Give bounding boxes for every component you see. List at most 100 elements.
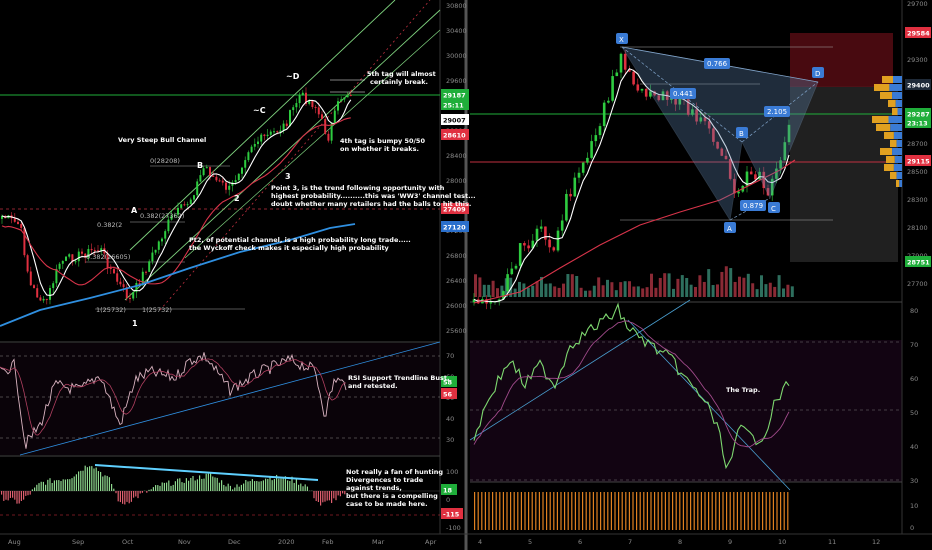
macd-bar [273, 479, 275, 491]
macd-bar [82, 470, 84, 491]
note-fourth-tag: 4th tag is bumpy 50/50 [340, 137, 425, 145]
indicator-bar [502, 492, 504, 530]
rsi-axis-label: 30 [446, 436, 454, 444]
rsi-axis-label: 40 [446, 415, 454, 423]
fib-label: 0.382(2 [97, 221, 122, 229]
macd-axis-label: 0 [446, 496, 450, 504]
macd-bar [23, 491, 25, 500]
macd-bar [243, 483, 245, 491]
candle [148, 261, 151, 272]
indicator-bar [776, 492, 778, 530]
note-fifth-tag: certainly break. [370, 78, 428, 86]
candle [49, 288, 51, 300]
volume-bar [760, 275, 763, 297]
volume-profile-bar [884, 132, 894, 139]
price-tag [441, 221, 469, 232]
macd-bar [75, 474, 77, 491]
volume-bar [685, 277, 689, 297]
candle [766, 188, 770, 196]
macd-bar [111, 483, 113, 491]
candle [263, 134, 266, 137]
macd-bar [34, 487, 36, 491]
candle [632, 71, 635, 85]
macd-bar [229, 485, 231, 491]
candle [678, 96, 682, 105]
fib-label: 1(25732) [142, 306, 172, 314]
rsi-tag-text: 58 [443, 379, 453, 387]
channel-line [184, 29, 441, 259]
macd-bar [300, 483, 302, 491]
projection-zone [790, 86, 898, 262]
channel-dashed-line [159, 0, 431, 311]
wave-label-c: ~C [253, 106, 266, 115]
indicator-bar [632, 492, 634, 530]
volume-bar [487, 284, 491, 297]
volume-bar [623, 281, 627, 297]
note-divergence: against trends, [346, 484, 402, 492]
fib-label: 1(25732) [96, 306, 126, 314]
note-channel: Very Steep Bull Channel [118, 136, 206, 144]
rsi-axis-label: 40 [910, 443, 918, 451]
candle [180, 204, 183, 208]
candle [305, 92, 307, 104]
candle [552, 247, 556, 251]
macd-bar [51, 482, 53, 491]
candle [154, 249, 157, 253]
macd-bar [245, 480, 247, 491]
volume-bar [509, 277, 513, 297]
volume-bar [716, 284, 719, 297]
candle [129, 298, 131, 300]
indicator-bar [686, 492, 688, 530]
macd-bar [260, 481, 262, 491]
macd-bar [265, 478, 267, 491]
candle [728, 159, 732, 179]
candle [779, 160, 782, 169]
indicator-bar [528, 492, 530, 530]
candle [544, 226, 547, 240]
indicator-bar [492, 492, 494, 530]
indicator-bar [495, 492, 497, 530]
candle [349, 95, 352, 97]
indicator-bar [517, 492, 519, 530]
time-axis-label: 8 [678, 538, 682, 546]
pattern-ratio-marker [704, 58, 730, 69]
candle [253, 144, 256, 147]
candle [237, 173, 240, 181]
macd-bar [100, 471, 102, 491]
volume-bar [636, 286, 640, 297]
macd-bar [1, 491, 3, 495]
macd-bar [3, 491, 5, 501]
indicator-bar [700, 492, 702, 530]
rsi-axis-label: 60 [910, 375, 918, 383]
candle [337, 101, 339, 111]
price-tag [441, 114, 469, 125]
macd-bar [126, 491, 128, 502]
volume-bar [518, 281, 521, 297]
macd-bar [236, 484, 238, 491]
macd-bar [119, 491, 121, 503]
volume-bar [579, 287, 583, 297]
candle [221, 180, 224, 183]
volume-profile-bar [880, 148, 893, 155]
candle [116, 273, 119, 282]
volume-bar [496, 288, 499, 297]
indicator-bar [621, 492, 623, 530]
price-tag-text: 23:13 [907, 120, 928, 128]
macd-bar [199, 475, 201, 491]
volume-profile-bar [880, 92, 893, 99]
indicator-bar [718, 492, 720, 530]
macd-bar [78, 471, 80, 491]
macd-bar [333, 491, 335, 499]
macd-bar [238, 486, 240, 491]
right-rsi-panel [470, 340, 902, 482]
volume-profile-bar [890, 172, 897, 179]
volume-bar [672, 288, 675, 297]
candle [269, 131, 272, 135]
candle [97, 250, 99, 252]
candle [565, 193, 568, 221]
candle [228, 185, 231, 190]
candle [712, 128, 715, 142]
macd-bar [53, 480, 55, 491]
candle [560, 220, 564, 231]
